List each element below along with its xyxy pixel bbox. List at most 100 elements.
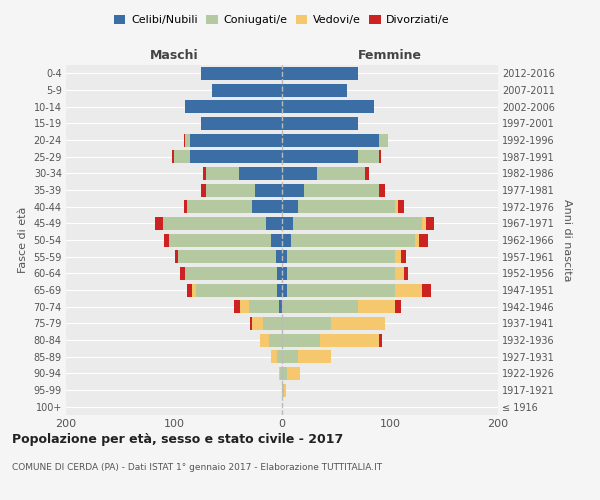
Bar <box>201 184 206 196</box>
Bar <box>282 200 298 213</box>
Bar <box>172 150 174 163</box>
Bar <box>287 250 395 263</box>
Bar <box>282 267 287 280</box>
Bar <box>178 250 275 263</box>
Bar <box>304 184 379 196</box>
Bar <box>395 284 422 296</box>
Bar <box>282 150 358 163</box>
Bar <box>282 217 293 230</box>
Bar <box>240 300 248 313</box>
Bar <box>252 317 263 330</box>
Bar <box>282 284 287 296</box>
Bar <box>282 300 358 313</box>
Bar <box>379 150 382 163</box>
Bar <box>287 267 395 280</box>
Bar <box>358 150 379 163</box>
Bar <box>164 234 169 246</box>
Bar <box>255 184 282 196</box>
Text: COMUNE DI CERDA (PA) - Dati ISTAT 1° gennaio 2017 - Elaborazione TUTTITALIA.IT: COMUNE DI CERDA (PA) - Dati ISTAT 1° gen… <box>12 462 382 471</box>
Y-axis label: Fasce di età: Fasce di età <box>18 207 28 273</box>
Bar <box>282 134 379 146</box>
Bar <box>395 300 401 313</box>
Bar <box>203 167 206 180</box>
Y-axis label: Anni di nascita: Anni di nascita <box>562 198 572 281</box>
Bar <box>379 134 388 146</box>
Bar <box>277 284 282 296</box>
Bar <box>282 317 331 330</box>
Bar <box>331 317 385 330</box>
Bar <box>422 284 431 296</box>
Bar <box>190 150 282 163</box>
Bar <box>419 234 428 246</box>
Bar <box>201 67 282 80</box>
Bar <box>282 350 298 363</box>
Text: Femmine: Femmine <box>358 48 422 62</box>
Bar <box>271 234 282 246</box>
Bar <box>415 234 419 246</box>
Bar <box>185 100 282 113</box>
Bar <box>395 267 404 280</box>
Bar <box>425 217 434 230</box>
Bar <box>358 300 395 313</box>
Bar <box>263 317 282 330</box>
Bar <box>155 217 163 230</box>
Bar <box>206 167 239 180</box>
Bar <box>298 200 395 213</box>
Bar <box>282 334 320 346</box>
Bar <box>282 184 304 196</box>
Bar <box>206 184 255 196</box>
Bar <box>279 300 282 313</box>
Bar <box>282 234 290 246</box>
Bar <box>282 167 317 180</box>
Bar <box>395 250 401 263</box>
Bar <box>290 234 415 246</box>
Bar <box>252 200 282 213</box>
Bar <box>395 200 398 213</box>
Bar <box>163 217 266 230</box>
Bar <box>250 317 252 330</box>
Bar <box>287 367 301 380</box>
Bar <box>187 284 193 296</box>
Text: Popolazione per età, sesso e stato civile - 2017: Popolazione per età, sesso e stato civil… <box>12 432 343 446</box>
Bar <box>175 250 178 263</box>
Bar <box>398 200 404 213</box>
Bar <box>282 384 284 396</box>
Bar <box>187 200 252 213</box>
Bar <box>317 167 365 180</box>
Bar <box>174 150 190 163</box>
Bar <box>282 67 358 80</box>
Bar <box>284 384 286 396</box>
Bar <box>277 350 282 363</box>
Bar <box>212 84 282 96</box>
Bar <box>248 300 279 313</box>
Bar <box>169 234 271 246</box>
Bar <box>320 334 379 346</box>
Bar <box>282 84 347 96</box>
Bar <box>282 117 358 130</box>
Legend: Celibi/Nubili, Coniugati/e, Vedovi/e, Divorziati/e: Celibi/Nubili, Coniugati/e, Vedovi/e, Di… <box>110 10 454 30</box>
Bar <box>401 250 406 263</box>
Bar <box>184 200 187 213</box>
Bar <box>365 167 370 180</box>
Bar <box>181 267 185 280</box>
Bar <box>269 334 282 346</box>
Bar <box>298 350 331 363</box>
Bar <box>239 167 282 180</box>
Text: Maschi: Maschi <box>149 48 199 62</box>
Bar <box>185 267 277 280</box>
Bar <box>282 100 374 113</box>
Bar <box>184 134 185 146</box>
Bar <box>287 284 395 296</box>
Bar <box>235 300 240 313</box>
Bar <box>282 250 287 263</box>
Bar <box>277 267 282 280</box>
Bar <box>404 267 409 280</box>
Bar <box>185 134 190 146</box>
Bar <box>379 334 382 346</box>
Bar <box>282 367 287 380</box>
Bar <box>279 367 280 380</box>
Bar <box>190 134 282 146</box>
Bar <box>293 217 422 230</box>
Bar <box>193 284 196 296</box>
Bar <box>266 217 282 230</box>
